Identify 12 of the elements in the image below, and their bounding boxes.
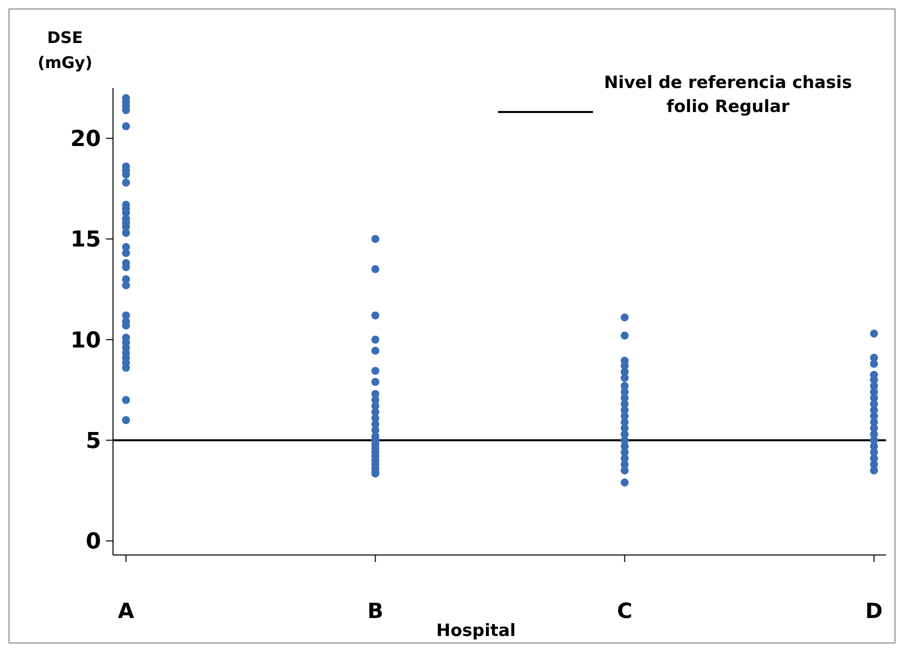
x-tick-label: A [118,599,135,623]
x-tick-label: D [865,599,883,623]
x-tick-label: C [616,599,632,623]
y-tick-label: 20 [70,127,101,152]
y-tick-label: 0 [86,530,101,555]
x-axis-title: Hospital [436,621,516,641]
y-axis-title: DSE (mGy) [38,28,92,72]
y-tick-label: 15 [70,228,101,253]
y-tick-label: 10 [70,328,101,354]
x-tick-label: B [367,599,384,623]
ref-line-label: Nivel de referencia chasis folio Regular [604,73,852,117]
y-tick-label: 5 [86,428,101,454]
